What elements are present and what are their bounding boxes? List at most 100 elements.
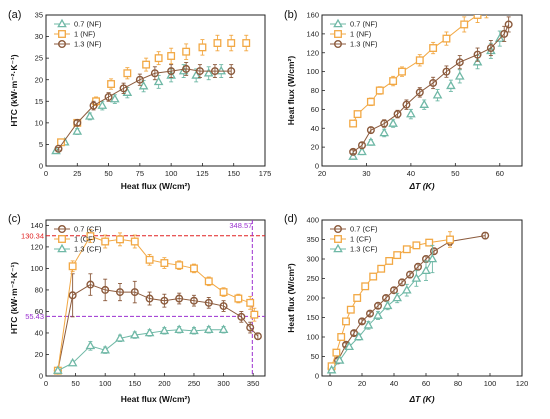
- data-point: [366, 97, 375, 106]
- panel-c: (c) 0 50 100 150 200 250 300 350 0 20 40 60 80 100 12…: [8, 213, 266, 404]
- legend-marker: [58, 40, 67, 49]
- data-point: [84, 111, 95, 120]
- y-tick-label: 80: [35, 286, 43, 295]
- data-point: [454, 71, 465, 80]
- y-tick-label: 120: [306, 48, 319, 57]
- data-point: [377, 264, 386, 273]
- legend-marker: [57, 18, 67, 28]
- y-tick-label: 100: [30, 264, 43, 273]
- series-b-1: [349, 7, 490, 128]
- data-point: [253, 332, 262, 341]
- data-point: [174, 324, 184, 334]
- x-tick-label: 60: [422, 379, 430, 388]
- data-point: [344, 341, 355, 351]
- data-point: [446, 235, 454, 244]
- data-point: [504, 20, 513, 29]
- y-tick-label: 100: [306, 333, 319, 342]
- data-point: [442, 67, 451, 76]
- data-point: [107, 80, 116, 88]
- y-tick-label: 300: [306, 255, 319, 264]
- data-point: [429, 78, 438, 87]
- series-line: [57, 329, 224, 372]
- data-point: [54, 144, 63, 153]
- y-ticks-c: 0 20 40 60 80 100 120 140: [30, 221, 49, 381]
- y-ticks-b: 0 20 40 60 80 100 120 140 160: [306, 11, 325, 171]
- data-point: [130, 288, 139, 297]
- data-point: [86, 232, 95, 241]
- y-tick-label: 20: [311, 143, 319, 152]
- data-point: [219, 288, 228, 297]
- data-point: [115, 333, 125, 342]
- data-point: [366, 126, 375, 135]
- legend-label: 1 (NF): [350, 30, 372, 39]
- data-point: [398, 278, 407, 287]
- data-point: [380, 119, 389, 128]
- data-point: [195, 67, 204, 76]
- data-point: [203, 68, 214, 77]
- data-point: [142, 60, 151, 69]
- data-point: [500, 29, 509, 38]
- y-tick-label: 200: [306, 294, 319, 303]
- y-tick-label: 25: [35, 54, 43, 63]
- data-point: [89, 101, 98, 110]
- legend-label: 1.3 (NF): [350, 40, 378, 49]
- legend-label: 0.7 (CF): [74, 225, 102, 234]
- data-point: [104, 92, 113, 101]
- x-tick-label: 20: [318, 169, 326, 178]
- data-point: [189, 296, 198, 305]
- legend-label: 1 (CF): [74, 235, 96, 244]
- data-point: [189, 325, 199, 335]
- data-point: [483, 7, 490, 14]
- data-point: [115, 288, 124, 297]
- legend-marker: [334, 40, 343, 49]
- plot-frame-c: [45, 219, 266, 377]
- reference-label-purple-h: 55.43: [25, 312, 44, 321]
- legend-label: 0.7 (NF): [74, 20, 102, 29]
- data-point: [348, 151, 358, 160]
- data-point: [160, 259, 169, 267]
- data-point: [366, 137, 376, 146]
- data-point: [204, 277, 213, 286]
- data-point: [401, 284, 412, 294]
- y-tick-label: 20: [35, 350, 43, 359]
- x-ticks-a: 0 25 50 75 100 125 150 175: [44, 163, 271, 178]
- reference-label-red: 130.34: [21, 231, 44, 240]
- data-point: [135, 75, 144, 84]
- y-tick-label: 120: [30, 242, 43, 251]
- x-tick-label: 150: [129, 379, 142, 388]
- annotations-c: 130.34 55.43 348.57: [21, 220, 265, 376]
- legend-label: 1.3 (CF): [350, 245, 378, 254]
- legend-marker: [333, 18, 343, 28]
- data-point: [334, 355, 345, 364]
- data-point: [353, 294, 362, 302]
- legend-label: 1.3 (NF): [74, 40, 102, 49]
- y-tick-label: 35: [35, 11, 43, 20]
- x-ticks-b: 20 30 40 50 60: [318, 163, 504, 178]
- x-tick-label: 40: [407, 169, 415, 178]
- series-a-1: [57, 34, 251, 147]
- y-ticks-a: 0 5 10 15 20 25 30 35: [35, 11, 49, 171]
- data-point: [210, 67, 219, 76]
- y-tick-label: 0: [39, 162, 43, 171]
- x-ticks-d: 0 20 40 60 80 100 120: [328, 373, 528, 388]
- data-point: [154, 54, 163, 63]
- data-point: [357, 146, 367, 156]
- y-tick-label: 80: [311, 86, 319, 95]
- x-tick-label: 50: [104, 169, 112, 178]
- data-point: [219, 302, 228, 311]
- x-tick-label: 40: [390, 379, 398, 388]
- x-tick-label: 50: [451, 169, 459, 178]
- x-tick-label: 25: [73, 169, 81, 178]
- data-point: [373, 310, 383, 319]
- x-tick-label: 60: [496, 169, 504, 178]
- y-tick-label: 350: [306, 235, 319, 244]
- series-line: [331, 235, 486, 369]
- data-point: [198, 43, 207, 52]
- y-ticks-d: 0 50 100 150 200 250 300 350 400: [306, 216, 325, 381]
- x-tick-label: 100: [165, 169, 178, 178]
- y-tick-label: 10: [35, 118, 43, 127]
- legend-marker: [334, 235, 342, 243]
- data-point: [425, 238, 434, 247]
- legend-marker: [58, 224, 67, 233]
